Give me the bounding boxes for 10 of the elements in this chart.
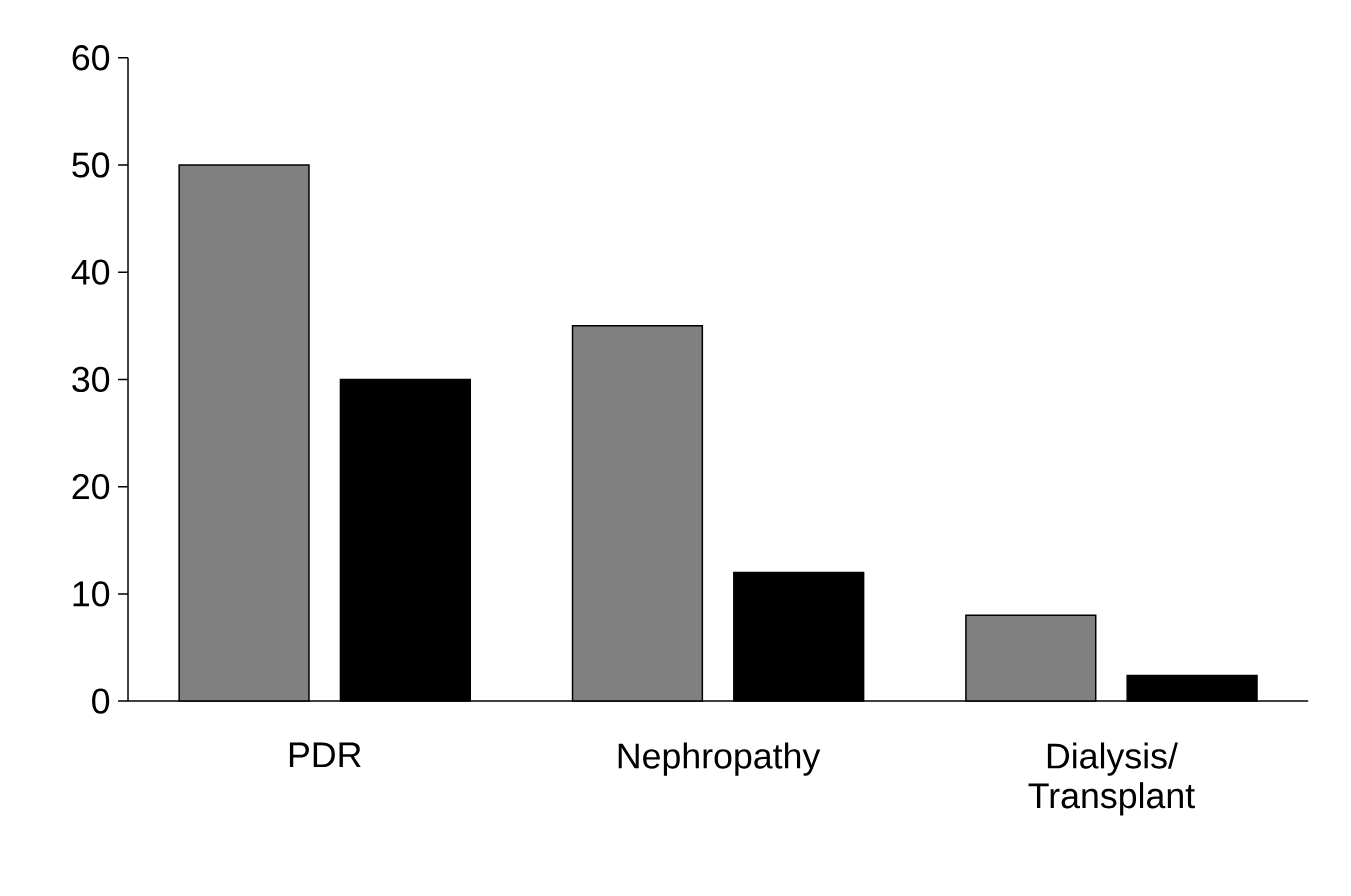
y-tick-label: 30 (72, 366, 110, 392)
x-tick-label: Dialysis/ Transplant (1028, 742, 1195, 816)
y-tick-label: 40 (71, 259, 110, 285)
y-tick-label: 0 (92, 688, 110, 714)
y-tick-label: 10 (73, 581, 110, 607)
y-tick-label: 20 (72, 473, 110, 500)
y-tick-label: 60 (72, 44, 110, 71)
x-tick-label: PDR (289, 742, 361, 767)
x-tick-label: Nephropathy (618, 742, 821, 776)
y-tick-label: 50 (72, 152, 110, 178)
